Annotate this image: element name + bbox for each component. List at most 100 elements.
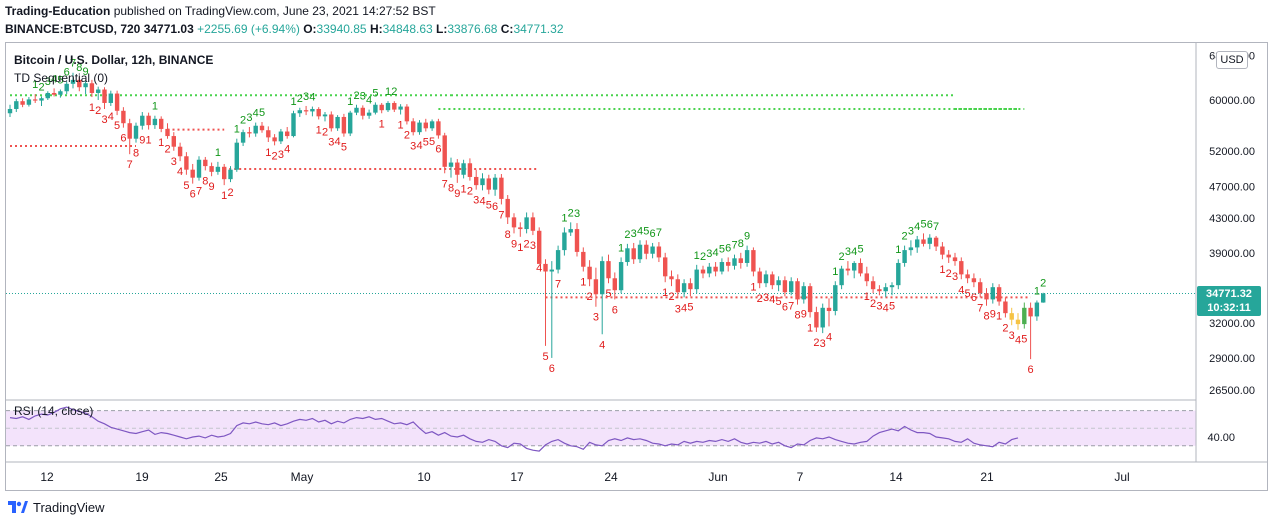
td-sell-count: 9 <box>209 181 215 193</box>
candle <box>404 104 410 125</box>
candle <box>1015 313 1021 330</box>
candle <box>209 162 214 177</box>
publish-info: Trading-Education published on TradingVi… <box>5 4 436 18</box>
candle-body <box>64 83 69 92</box>
candle-body <box>442 135 447 167</box>
candle <box>385 101 391 113</box>
candle-body <box>354 107 359 113</box>
candle-body <box>222 166 227 180</box>
candle <box>177 142 183 162</box>
candle <box>568 222 573 236</box>
candle-body <box>505 198 510 218</box>
last-price: 34771.03 <box>143 22 194 36</box>
candle-body <box>474 176 479 186</box>
candle-body <box>681 283 687 293</box>
candle <box>537 227 542 264</box>
candle-body <box>807 286 813 313</box>
td-sell-count: 3 <box>278 149 284 161</box>
td-buy-count: 4 <box>914 221 920 233</box>
td-sell-count: 4 <box>177 166 183 178</box>
candle <box>524 212 529 234</box>
candle <box>203 156 208 171</box>
candle-body <box>259 125 265 131</box>
candle <box>83 81 88 95</box>
candle <box>839 265 844 290</box>
td-buy-count: 2 <box>353 90 359 102</box>
candle <box>322 112 328 122</box>
td-sell-count: 3 <box>820 338 826 350</box>
td-sell-count: 1 <box>316 124 322 136</box>
candle <box>719 258 725 275</box>
td-sell-count: 3 <box>675 303 681 315</box>
candle <box>921 233 926 247</box>
candle-body <box>965 274 970 279</box>
candle-body <box>782 280 788 293</box>
candle <box>96 86 101 100</box>
candle-body <box>1034 302 1040 317</box>
candle-body <box>1009 313 1014 320</box>
ohlc-summary: BINANCE:BTCUSD, 720 34771.03 +2255.69 (+… <box>5 22 564 36</box>
td-sell-count: 3 <box>952 271 958 283</box>
tradingview-footer[interactable]: TradingView <box>8 500 105 515</box>
indicator-legend[interactable]: TD Sequential (0) <box>14 71 109 85</box>
candle-body <box>694 269 699 290</box>
td-sell-count: 1 <box>580 276 586 288</box>
td-sell-count: 1 <box>461 183 467 195</box>
candle-body <box>171 136 176 147</box>
td-sell-count: 1 <box>807 322 813 334</box>
candle <box>247 127 252 138</box>
td-sell-count: 2 <box>95 105 101 117</box>
candle <box>908 240 914 256</box>
candle <box>1034 300 1040 321</box>
candle <box>978 278 983 298</box>
td-buy-count: 9 <box>83 66 89 78</box>
candle <box>726 257 731 272</box>
td-sell-count: 8 <box>202 175 208 187</box>
td-sell-count: 1 <box>864 291 870 303</box>
y-tick-label: 32000.00 <box>1209 318 1255 330</box>
x-tick-label: Jun <box>708 470 727 484</box>
candle <box>681 279 687 298</box>
candle-body <box>121 110 126 124</box>
td-sell-count: 5 <box>423 137 429 149</box>
price-change: +2255.69 (+6.94%) <box>197 22 300 36</box>
td-sell-count: 4 <box>599 339 605 351</box>
tradingview-logo-icon <box>8 501 28 513</box>
candle <box>360 105 365 120</box>
candle <box>814 306 819 332</box>
candle <box>896 259 901 290</box>
td-sell-count: 4 <box>826 331 832 343</box>
candle <box>644 240 649 260</box>
td-buy-count: 4 <box>851 246 857 258</box>
candle <box>511 213 517 234</box>
candle-body <box>392 102 397 110</box>
candle <box>215 161 221 175</box>
candle-body <box>398 106 403 110</box>
candle-body <box>789 281 794 293</box>
td-sell-count: 5 <box>542 351 548 363</box>
td-sell-count: 5 <box>486 199 492 211</box>
candle <box>417 120 422 135</box>
candle-body <box>26 99 32 105</box>
td-buy-count: 9 <box>744 231 750 243</box>
td-sell-count: 2 <box>1002 322 1008 334</box>
rsi-legend[interactable]: RSI (14, close) <box>14 404 94 418</box>
td-buy-count: 3 <box>360 90 366 102</box>
candle <box>877 285 882 296</box>
candle-body <box>404 106 410 122</box>
candle <box>461 159 466 179</box>
x-tick-label: 17 <box>510 470 524 484</box>
candle-body <box>978 282 983 294</box>
currency-button[interactable]: USD <box>1216 51 1248 69</box>
td-buy-count: 2 <box>38 81 44 93</box>
td-sell-count: 3 <box>530 240 536 252</box>
candle-body <box>637 244 643 260</box>
candle-body <box>625 248 630 263</box>
candle-body <box>83 83 88 88</box>
td-buy-count: 5 <box>372 87 378 99</box>
candle <box>474 169 479 190</box>
candle-body <box>70 79 76 84</box>
candle <box>732 254 737 270</box>
candle-body <box>644 244 649 254</box>
